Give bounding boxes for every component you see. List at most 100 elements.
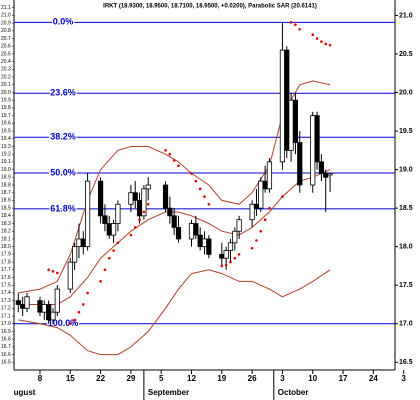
candle-body (193, 223, 199, 236)
candle-body (115, 203, 121, 224)
candle-body (323, 173, 329, 178)
sar-dot (198, 187, 202, 191)
candle-body (106, 223, 112, 236)
y-tick-label: 16.5 (1, 360, 11, 366)
candle-body (15, 300, 21, 305)
sar-dot (259, 229, 263, 233)
candle-body (102, 215, 108, 224)
sar-dot (164, 149, 167, 152)
candle-body (201, 238, 208, 248)
candle-body (141, 188, 147, 217)
sar-dot (112, 249, 115, 252)
fib-label: 61.8% (50, 203, 76, 213)
sar-dot (142, 210, 146, 214)
sar-dot (172, 159, 176, 162)
y2-tick-label: 18.5 (399, 205, 413, 212)
x-tick-label: 26 (248, 374, 257, 383)
candle-body (314, 115, 320, 163)
x-tick-label: 15 (66, 374, 75, 383)
y-tick-label: 18.9 (1, 175, 11, 181)
sar-dot (237, 253, 241, 256)
sar-dot (68, 322, 72, 326)
sar-dot (324, 42, 328, 46)
sar-dot (133, 226, 137, 229)
sar-dot (268, 206, 271, 210)
candle-body (54, 288, 60, 313)
candle-body (72, 246, 78, 263)
band-line (18, 169, 331, 305)
y2-tick-label: 18.0 (399, 244, 413, 251)
band-line (18, 80, 331, 294)
x-tick-label: 12 (187, 374, 196, 383)
sar-dot (116, 241, 120, 245)
x-tick-label: 22 (96, 374, 105, 383)
y-tick-label: 20.9 (1, 20, 11, 26)
candle-body (292, 99, 299, 144)
candle-body (253, 203, 260, 209)
candle-body (41, 304, 47, 313)
candle-body (249, 203, 255, 221)
sar-dot (328, 43, 332, 47)
candle-body (136, 200, 143, 217)
y-tick-label: 16.9 (1, 329, 11, 335)
candle-body (197, 234, 203, 248)
y-tick-label: 20.1 (1, 82, 11, 88)
y-tick-label: 17.0 (1, 321, 11, 327)
y-tick-label: 21.0 (1, 13, 11, 19)
y-tick-label: 19.7 (1, 113, 11, 119)
y2-tick-label: 19.0 (399, 166, 413, 173)
candle-body (206, 238, 212, 255)
candle-body (297, 142, 303, 186)
y-tick-label: 20.5 (1, 51, 11, 57)
candle-body (50, 311, 56, 321)
fib-label: 38.2% (50, 132, 76, 142)
y2-tick-label: 16.5 (399, 359, 413, 366)
band-line (18, 269, 331, 356)
candle-body (67, 261, 73, 290)
candle-body (223, 250, 229, 259)
y-tick-label: 19.3 (1, 144, 11, 150)
candle-body (219, 253, 225, 259)
sar-dot (203, 195, 206, 198)
sar-dot (47, 268, 50, 272)
y2-tick-label: 20.0 (399, 89, 413, 96)
y-tick-label: 20.4 (1, 59, 11, 65)
y-tick-label: 20.2 (1, 74, 11, 80)
y-tick-label: 19.4 (1, 136, 11, 142)
sar-dot (73, 318, 76, 322)
x-tick-label: 3 (280, 374, 285, 383)
x-tick-label: 17 (339, 374, 348, 383)
y-tick-label: 17.4 (1, 290, 11, 296)
y-tick-label: 19.5 (1, 128, 11, 134)
y-tick-label: 18.7 (1, 190, 11, 196)
y-tick-label: 18.5 (1, 205, 11, 211)
fib-label: 23.6% (50, 88, 76, 98)
candle-body (284, 49, 290, 151)
y-tick-label: 19.1 (1, 159, 11, 165)
sar-dot (289, 21, 293, 24)
x-tick-label: 5 (159, 374, 164, 383)
y-tick-label: 16.7 (1, 344, 11, 350)
x-tick-label: 29 (126, 374, 135, 383)
sar-dot (190, 172, 193, 175)
sar-dot (281, 195, 284, 198)
y-tick-label: 16.6 (1, 352, 11, 358)
sar-dot (255, 239, 258, 242)
sar-dot (51, 270, 55, 273)
sar-dot (311, 33, 315, 36)
y-tick-label: 20.6 (1, 44, 11, 50)
sar-dot (207, 202, 211, 206)
sar-dot (320, 40, 323, 43)
sar-dot (315, 37, 319, 40)
candle-body (262, 180, 268, 190)
y-tick-label: 17.6 (1, 275, 11, 281)
candle-body (188, 223, 195, 240)
sar-dot (86, 291, 89, 295)
candle-body (227, 242, 234, 251)
y-tick-label: 20.7 (1, 36, 11, 42)
y-tick-label: 19.6 (1, 121, 11, 127)
sar-dot (77, 310, 81, 314)
candle-body (327, 173, 333, 176)
y-tick-label: 18.0 (1, 244, 11, 250)
